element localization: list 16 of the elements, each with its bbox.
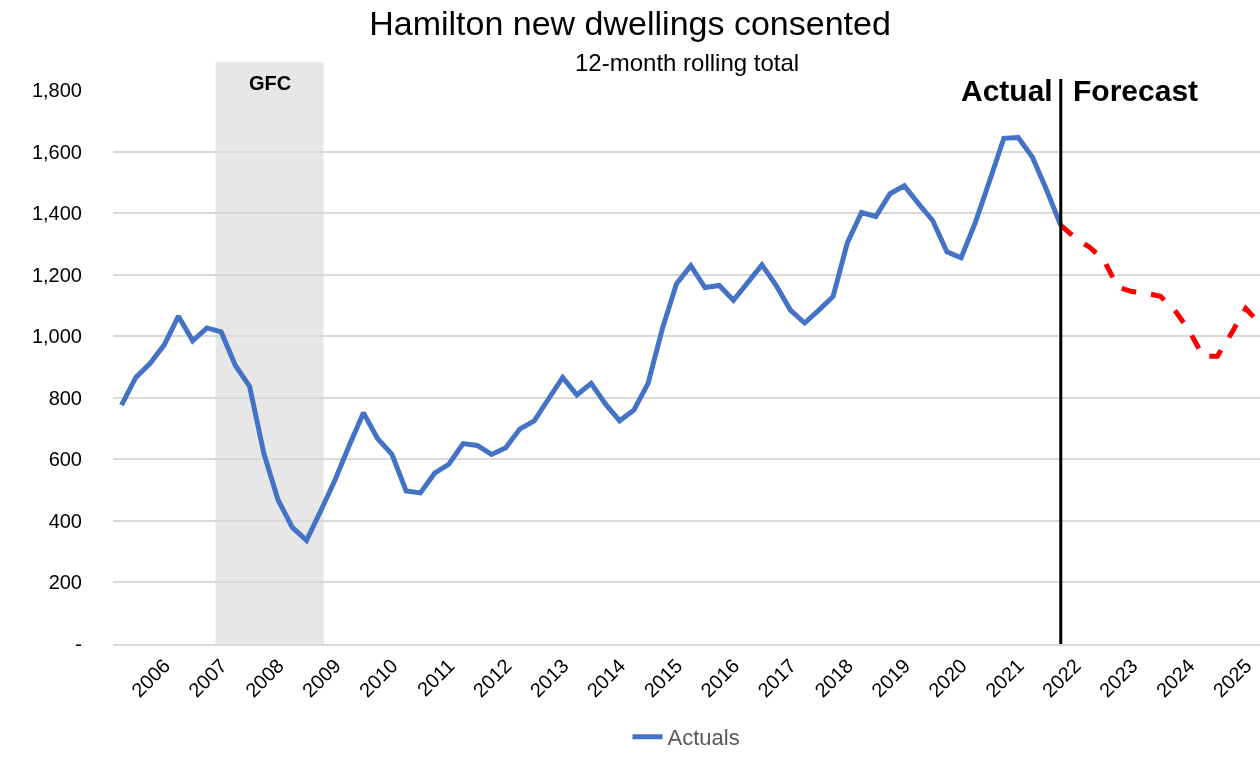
chart-subtitle: 12-month rolling total	[575, 49, 800, 76]
chart-title: Hamilton new dwellings consented	[369, 4, 891, 43]
y-tick-label: 1,600	[31, 140, 82, 163]
y-tick-label: 200	[48, 571, 82, 594]
y-tick-label: 400	[48, 509, 82, 532]
y-tick-label: 1,400	[31, 202, 82, 225]
annotation: Forecast	[1073, 74, 1199, 107]
y-tick-label: 1,200	[31, 263, 82, 286]
y-tick-label: 1,800	[31, 79, 82, 101]
annotation: Actual	[961, 74, 1053, 107]
band-label: GFC	[249, 72, 292, 94]
y-tick-label: 800	[48, 386, 82, 409]
y-tick-label: -	[75, 633, 82, 655]
legend-label: Actuals	[667, 725, 740, 751]
y-tick-label: 600	[48, 448, 82, 471]
y-tick-label: 1,000	[31, 325, 82, 348]
